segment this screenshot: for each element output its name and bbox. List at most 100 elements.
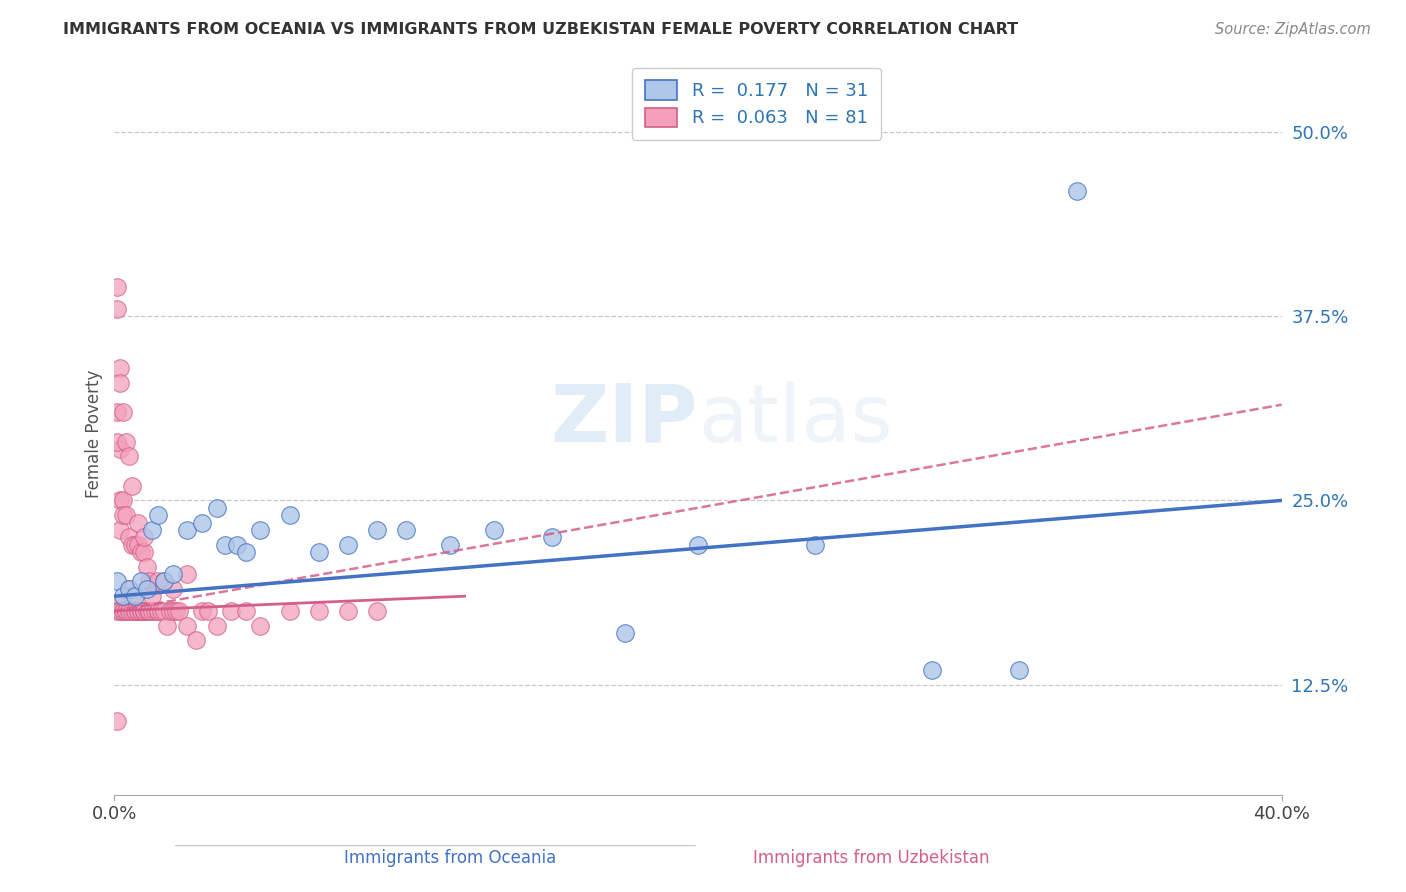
Point [148,574,170,589]
Point [197,604,219,618]
Point [219,604,242,618]
Point [112,405,135,419]
Point [105,597,128,611]
Point [176,618,198,632]
Point [129,574,152,589]
Point [105,574,128,589]
Point [112,589,135,603]
Point [278,508,301,523]
Point [121,604,143,618]
Point [105,604,128,618]
Point [110,493,132,508]
Point [921,663,943,677]
Text: ZIP: ZIP [551,381,697,458]
Point [366,604,388,618]
Y-axis label: Female Poverty: Female Poverty [86,370,103,499]
Point [115,434,138,449]
Point [150,604,173,618]
Point [141,589,163,603]
Point [110,360,132,375]
Point [336,538,359,552]
Point [249,523,271,537]
Point [214,538,236,552]
Point [115,604,138,618]
Point [153,604,176,618]
Point [127,604,149,618]
Point [129,604,152,618]
Point [143,604,166,618]
Point [124,604,146,618]
Point [110,376,132,390]
Point [308,545,330,559]
Text: Immigrants from Uzbekistan: Immigrants from Uzbekistan [754,849,990,867]
Point [235,545,257,559]
Point [148,604,170,618]
Point [118,604,141,618]
Point [165,604,187,618]
Point [110,523,132,537]
Point [112,508,135,523]
Point [226,538,249,552]
Point [132,604,155,618]
Point [138,604,160,618]
Point [124,604,146,618]
Point [112,604,135,618]
Point [541,530,564,544]
Point [176,523,198,537]
Point [115,508,138,523]
Point [235,604,257,618]
Point [105,405,128,419]
Point [184,633,207,648]
Point [118,449,141,463]
Point [366,523,388,537]
Point [191,604,214,618]
Point [153,574,176,589]
Point [118,530,141,544]
Point [121,479,143,493]
Point [138,574,160,589]
Point [121,538,143,552]
Point [159,604,181,618]
Point [132,545,155,559]
Point [141,523,163,537]
Point [135,559,157,574]
Point [132,604,155,618]
Point [127,538,149,552]
Point [395,523,418,537]
Point [118,604,141,618]
Point [115,604,138,618]
Point [686,538,709,552]
Point [127,604,149,618]
Point [105,714,128,729]
Point [112,493,135,508]
Point [167,604,190,618]
Point [112,604,135,618]
Text: atlas: atlas [697,381,893,458]
Point [162,567,184,582]
Point [132,530,155,544]
Point [191,516,214,530]
Point [129,604,152,618]
Point [124,589,146,603]
Point [153,574,176,589]
Point [129,545,152,559]
Point [205,500,228,515]
Point [148,508,170,523]
Point [105,301,128,316]
Point [141,604,163,618]
Text: Source: ZipAtlas.com: Source: ZipAtlas.com [1215,22,1371,37]
Point [118,582,141,596]
Text: IMMIGRANTS FROM OCEANIA VS IMMIGRANTS FROM UZBEKISTAN FEMALE POVERTY CORRELATION: IMMIGRANTS FROM OCEANIA VS IMMIGRANTS FR… [63,22,1018,37]
Point [132,604,155,618]
Point [205,618,228,632]
Point [439,538,461,552]
Point [138,604,160,618]
Point [308,604,330,618]
Point [614,626,637,640]
Point [105,434,128,449]
Point [176,567,198,582]
Point [110,604,132,618]
Point [105,280,128,294]
Point [1008,663,1031,677]
Point [124,538,146,552]
